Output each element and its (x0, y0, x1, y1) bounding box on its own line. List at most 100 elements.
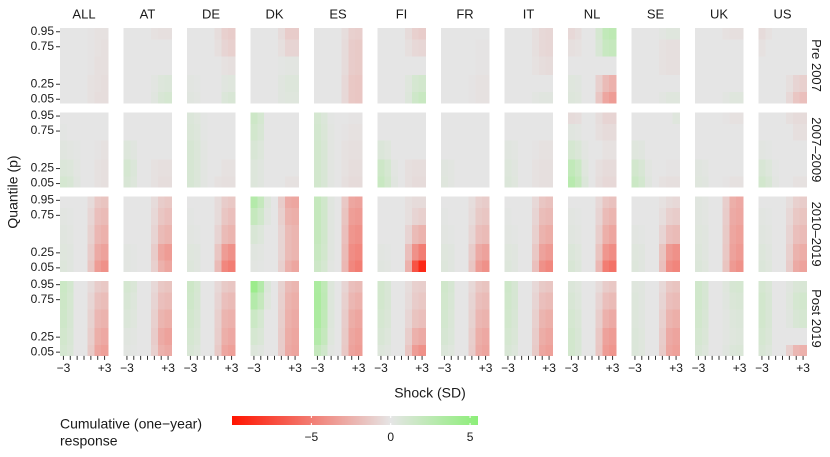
heat-cell (193, 176, 202, 188)
heat-cell (715, 344, 723, 357)
heat-cell (377, 91, 385, 104)
heat-cell (157, 280, 165, 293)
x-axis-title: Shock (SD) (394, 385, 466, 401)
heat-cell (60, 196, 68, 209)
heat-cell (736, 196, 744, 209)
x-tick-label: +3 (415, 361, 429, 375)
heat-cell (779, 292, 787, 310)
heat-cell (475, 123, 483, 141)
heat-cell (187, 327, 195, 345)
heat-cell (665, 260, 673, 272)
heat-cell (277, 224, 286, 244)
heat-cell (207, 159, 215, 177)
heat-cell (454, 112, 462, 124)
heat-cell (772, 207, 780, 226)
heat-cell (792, 243, 800, 261)
heat-cell (482, 140, 490, 160)
heat-cell (87, 309, 95, 329)
heat-cell (137, 123, 145, 141)
heat-cell (314, 39, 322, 57)
heat-cell (164, 56, 172, 76)
heat-cell (568, 39, 576, 57)
heat-cell (221, 56, 229, 76)
heat-cell (581, 28, 589, 40)
heat-cell (645, 28, 653, 40)
heat-cell (87, 327, 95, 345)
heat-cell (672, 74, 680, 93)
heat-cell (250, 28, 258, 40)
heat-cell (320, 39, 329, 57)
heat-cell (722, 292, 730, 310)
heat-cell (384, 196, 392, 209)
heat-cell (348, 176, 356, 188)
heat-cell (137, 224, 145, 244)
heat-cell (652, 123, 660, 141)
heat-cell (518, 140, 526, 160)
heat-cell (391, 196, 399, 209)
heat-cell (574, 292, 583, 310)
heat-cell (701, 196, 710, 209)
heat-cell (80, 159, 88, 177)
heat-cell (645, 292, 653, 310)
heat-cell (87, 56, 95, 76)
heat-cell (200, 176, 208, 188)
heat-cell (348, 39, 356, 57)
heat-cell (715, 140, 723, 160)
heat-cell (193, 91, 202, 104)
x-tick-label: −3 (311, 361, 325, 375)
heat-cell (645, 224, 653, 244)
heat-cell (581, 344, 589, 357)
heat-cell (314, 56, 322, 76)
heat-cell (454, 56, 462, 76)
heat-cell (384, 39, 392, 57)
heat-cell (568, 243, 576, 261)
heat-cell (327, 74, 335, 93)
heat-cell (447, 280, 456, 293)
heat-cell (595, 309, 603, 329)
heat-cell (314, 159, 322, 177)
heat-cell (461, 39, 469, 57)
heat-cell (545, 74, 553, 93)
heat-cell (314, 260, 322, 272)
heat-cell (531, 327, 540, 345)
heat-cell (772, 112, 780, 124)
heat-cell (736, 292, 744, 310)
heat-cell (398, 224, 406, 244)
heat-cell (418, 74, 426, 93)
heat-cell (792, 159, 800, 177)
heat-cell (221, 159, 229, 177)
column-label: IT (523, 6, 535, 21)
heat-cell (715, 260, 723, 272)
heat-cell (672, 196, 680, 209)
heat-cell (482, 344, 490, 357)
heat-cell (348, 260, 356, 272)
heat-cell (538, 91, 546, 104)
heat-cell (652, 280, 660, 293)
heat-cell (228, 56, 236, 76)
heat-cell (525, 28, 533, 40)
heat-cell (214, 207, 222, 226)
heat-cell (482, 74, 490, 93)
heat-cell (645, 243, 653, 261)
heat-cell (291, 309, 299, 329)
heat-cell (568, 344, 576, 357)
heat-cell (221, 309, 229, 329)
column-label: ALL (72, 6, 95, 21)
heat-cell (271, 56, 279, 76)
heat-cell (284, 112, 292, 124)
heat-cell (545, 309, 553, 329)
heat-cell (695, 344, 703, 357)
heat-cell (384, 327, 392, 345)
heat-cell (468, 176, 476, 188)
heat-cell (468, 28, 476, 40)
heat-cell (214, 280, 222, 293)
heat-cell (334, 112, 342, 124)
heat-cell (348, 123, 356, 141)
heat-cell (475, 56, 483, 76)
heat-cell (695, 327, 703, 345)
heat-cell (785, 39, 794, 57)
heat-cell (144, 292, 152, 310)
heat-cell (80, 56, 88, 76)
colorbar-title: Cumulative (one−year) (60, 416, 202, 432)
heat-cell (60, 74, 68, 93)
